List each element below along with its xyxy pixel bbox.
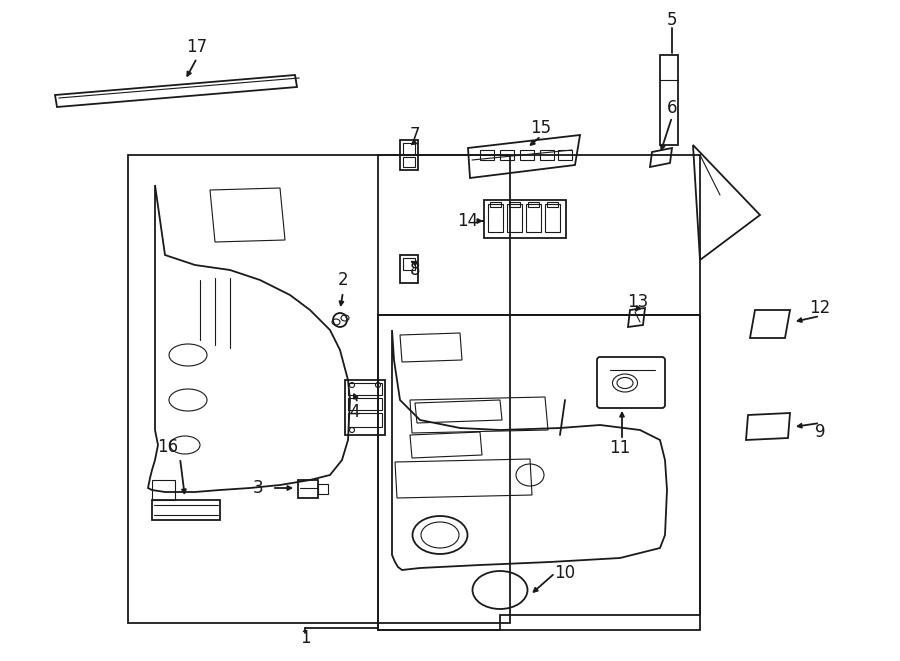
Bar [348, 383, 382, 395]
Bar [528, 202, 539, 207]
Bar [526, 204, 541, 232]
Bar [400, 255, 418, 283]
Text: 1: 1 [300, 629, 310, 647]
Bar [403, 143, 415, 155]
Bar [558, 150, 572, 160]
Bar [348, 413, 382, 427]
Bar [545, 204, 560, 232]
Text: 4: 4 [350, 403, 360, 421]
Bar [378, 315, 700, 630]
Bar [547, 202, 558, 207]
Bar [488, 204, 503, 232]
Text: 17: 17 [186, 38, 208, 56]
Text: 15: 15 [530, 119, 552, 137]
Text: 14: 14 [457, 212, 479, 230]
Bar [128, 155, 510, 623]
Bar [318, 484, 328, 494]
Bar [507, 204, 522, 232]
Text: 12: 12 [809, 299, 831, 317]
Bar [660, 55, 678, 145]
Bar [480, 150, 494, 160]
Text: 7: 7 [410, 126, 420, 144]
Text: 8: 8 [410, 261, 420, 279]
Text: 16: 16 [158, 438, 178, 456]
Text: 13: 13 [627, 293, 649, 311]
Text: 9: 9 [814, 423, 825, 441]
Text: 5: 5 [667, 11, 677, 29]
Bar [509, 202, 520, 207]
Bar [500, 150, 514, 160]
Bar [298, 480, 318, 498]
Text: 10: 10 [554, 564, 576, 582]
Bar [403, 157, 415, 167]
Bar [520, 150, 534, 160]
Text: 3: 3 [253, 479, 264, 497]
Text: 6: 6 [667, 99, 677, 117]
Bar [484, 200, 566, 238]
Text: 2: 2 [338, 271, 348, 289]
Bar [400, 140, 418, 170]
Bar [540, 150, 554, 160]
Bar [403, 258, 415, 270]
Bar [345, 380, 385, 435]
Text: 11: 11 [609, 439, 631, 457]
Bar [378, 155, 700, 315]
Bar [490, 202, 501, 207]
Bar [348, 398, 382, 410]
